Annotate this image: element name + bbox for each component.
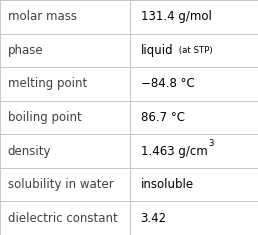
Text: solubility in water: solubility in water bbox=[8, 178, 114, 191]
Text: insoluble: insoluble bbox=[141, 178, 194, 191]
Text: dielectric constant: dielectric constant bbox=[8, 212, 117, 225]
Text: 3.42: 3.42 bbox=[141, 212, 167, 225]
Text: boiling point: boiling point bbox=[8, 111, 82, 124]
Text: phase: phase bbox=[8, 44, 43, 57]
Text: density: density bbox=[8, 145, 51, 158]
Text: −84.8 °C: −84.8 °C bbox=[141, 77, 194, 90]
Text: 86.7 °C: 86.7 °C bbox=[141, 111, 185, 124]
Text: (at STP): (at STP) bbox=[176, 46, 213, 55]
Text: 3: 3 bbox=[208, 139, 214, 148]
Text: 1.463 g/cm: 1.463 g/cm bbox=[141, 145, 207, 158]
Text: molar mass: molar mass bbox=[8, 10, 77, 23]
Text: melting point: melting point bbox=[8, 77, 87, 90]
Text: liquid: liquid bbox=[141, 44, 173, 57]
Text: 131.4 g/mol: 131.4 g/mol bbox=[141, 10, 212, 23]
